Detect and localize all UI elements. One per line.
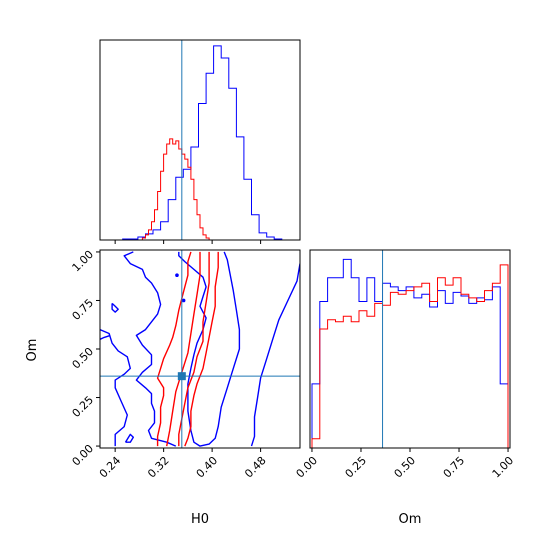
y-axis-label-om: Om — [25, 339, 40, 362]
contour-line-6 — [124, 433, 135, 443]
om-y-tick-label: 1.00 — [70, 248, 97, 275]
contour-line-10 — [184, 251, 219, 447]
h0-histogram-series-0 — [100, 45, 290, 241]
contour-line-1 — [178, 251, 241, 447]
om-histogram-panel: 0.00 0.25 0.50 0.75 1.00 — [294, 249, 517, 481]
om-histogram-series-1 — [311, 264, 509, 448]
contour-line-7 — [156, 251, 192, 447]
om-histogram-series-0 — [311, 258, 509, 448]
contour-layer — [100, 251, 300, 447]
om-x-tick-label: 0.00 — [294, 454, 321, 481]
x-axis-label-h0: H0 — [191, 512, 209, 527]
om-histogram-frame — [309, 249, 511, 449]
contour-line-3 — [100, 328, 132, 447]
truth-marker — [177, 372, 186, 381]
om-x-tick-label: 0.50 — [392, 454, 419, 481]
x-axis-label-om: Om — [399, 512, 422, 527]
h0-histogram-panel — [99, 39, 301, 244]
contour-line-0 — [123, 251, 177, 447]
om-x-tick-label: 0.25 — [343, 454, 370, 481]
contour-line-5 — [111, 302, 119, 313]
sample-dot-0 — [175, 273, 179, 278]
h0-x-tick-label: 0.24 — [97, 454, 124, 481]
h0-x-tick-label: 0.48 — [242, 454, 269, 481]
om-y-tick-label: 0.00 — [70, 442, 97, 469]
h0-histogram-frame — [99, 39, 301, 241]
contour-line-8 — [166, 251, 201, 447]
om-y-tick-label: 0.75 — [70, 296, 97, 323]
contour-line-2 — [250, 263, 300, 447]
contour-line-4 — [100, 334, 111, 340]
om-x-tick-label: 1.00 — [490, 454, 517, 481]
om-y-tick-label: 0.50 — [70, 345, 97, 372]
h0-x-tick-label: 0.40 — [194, 454, 221, 481]
h0-om-contour-panel: 0.24 0.32 0.40 0.48 0.00 0.25 0.50 0.75 1.00 — [70, 248, 301, 481]
h0-x-tick-label: 0.32 — [145, 454, 172, 481]
sample-dot-1 — [181, 298, 186, 303]
h0-histogram-series-1 — [139, 138, 213, 241]
om-y-tick-label: 0.25 — [70, 393, 97, 420]
om-x-tick-label: 0.75 — [441, 454, 468, 481]
